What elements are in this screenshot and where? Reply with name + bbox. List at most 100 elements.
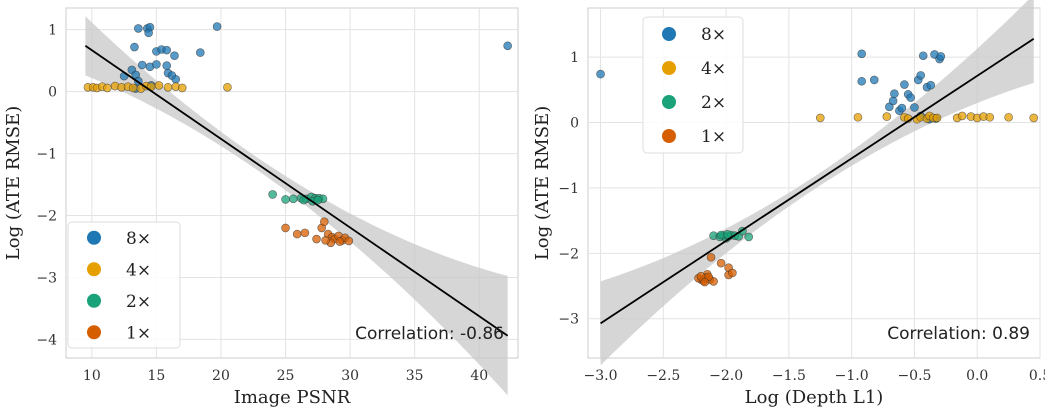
point-4x	[815, 113, 825, 123]
left-legend: 8× 4× 2× 1×	[67, 221, 181, 349]
point-8x	[137, 60, 147, 70]
point-1x	[300, 228, 310, 238]
legend-label-1x: 1×	[701, 127, 726, 147]
point-8x	[144, 28, 153, 38]
legend-marker-4x	[662, 61, 676, 75]
point-4x	[128, 83, 138, 93]
left-correlation-label: Correlation: -0.86	[355, 324, 504, 344]
point-1x	[728, 268, 737, 278]
point-8x	[869, 75, 879, 85]
x-tick-label: 30	[341, 368, 359, 384]
point-8x	[910, 103, 919, 112]
point-8x	[596, 69, 605, 79]
y-tick-label: 1	[570, 50, 579, 66]
point-1x	[706, 252, 716, 262]
point-4x	[985, 112, 995, 122]
point-4x	[103, 83, 112, 93]
point-1x	[344, 236, 354, 246]
y-tick-label: −3	[558, 312, 579, 328]
point-4x	[154, 81, 164, 90]
left-x-axis-label: Image PSNR	[234, 387, 351, 408]
point-8x	[888, 96, 898, 106]
x-tick-label: 15	[147, 368, 165, 384]
y-tick-label: −1	[558, 181, 579, 197]
point-1x	[281, 223, 290, 233]
legend-label-2x: 2×	[126, 292, 151, 312]
point-8x	[900, 80, 909, 89]
legend-marker-8x	[662, 27, 676, 41]
point-4x	[932, 113, 942, 123]
point-4x	[1004, 112, 1013, 122]
point-4x	[163, 82, 173, 92]
right-chart: −3.0 −2.5 −2.0 −1.5 −1.0 −0.5 0.0 0.5 −3 −2 −1 0 1 L…	[532, 0, 1045, 408]
left-y-axis-label: Log (ATE RMSE)	[3, 106, 24, 260]
x-tick-label: 20	[212, 368, 230, 384]
point-2x	[723, 230, 732, 239]
x-tick-label: 10	[83, 368, 101, 384]
y-tick-label: 0	[570, 115, 579, 131]
point-2x	[268, 190, 277, 199]
point-8x	[196, 48, 205, 57]
x-tick-label: −3.0	[584, 368, 618, 384]
legend-marker-2x	[662, 95, 676, 109]
legend-box	[642, 16, 744, 154]
x-tick-label: −1.5	[772, 368, 806, 384]
point-2x	[288, 194, 298, 204]
point-8x	[170, 51, 179, 60]
y-tick-label: 1	[48, 23, 57, 39]
legend-label-1x: 1×	[126, 323, 151, 343]
right-ticks: −3.0 −2.5 −2.0 −1.5 −1.0 −0.5 0.0 0.5 −3 −2 −1 0 1	[558, 50, 1045, 384]
point-4x	[223, 82, 232, 92]
left-band-shape	[85, 16, 508, 396]
point-8x	[916, 71, 926, 80]
point-1x	[335, 237, 345, 246]
x-tick-label: 40	[470, 368, 488, 384]
x-tick-label: −0.5	[897, 368, 931, 384]
legend-marker-2x	[87, 293, 101, 308]
left-fit-line	[84, 45, 509, 337]
point-8x	[918, 51, 928, 61]
legend-label-4x: 4×	[126, 260, 151, 280]
point-8x	[897, 103, 907, 113]
point-1x	[312, 234, 321, 244]
right-points	[596, 49, 1039, 287]
left-regression-line	[84, 45, 509, 337]
y-tick-label: −2	[558, 246, 579, 262]
point-8x	[212, 22, 222, 31]
right-fit-line	[600, 37, 1035, 325]
point-1x	[321, 236, 330, 245]
y-tick-label: 0	[48, 85, 57, 101]
legend-marker-8x	[87, 230, 101, 245]
point-4x	[957, 111, 967, 121]
point-8x	[162, 45, 172, 55]
legend-label-2x: 2×	[701, 93, 726, 113]
left-points	[83, 22, 512, 248]
x-tick-label: 0.5	[1029, 368, 1045, 384]
point-1x	[319, 217, 329, 227]
legend-label-8x: 8×	[701, 25, 726, 45]
point-4x	[1029, 113, 1039, 123]
right-legend: 8× 4× 2× 1×	[642, 16, 744, 154]
legend-label-8x: 8×	[126, 229, 151, 249]
legend-label-4x: 4×	[701, 59, 726, 79]
right-band-shape	[600, 0, 1034, 366]
legend-marker-1x	[662, 129, 676, 143]
point-8x	[152, 60, 161, 69]
point-8x	[906, 93, 915, 102]
point-2x	[744, 232, 754, 242]
point-8x	[162, 61, 172, 70]
right-correlation-label: Correlation: 0.89	[887, 324, 1030, 344]
y-tick-label: −3	[36, 270, 57, 286]
y-tick-label: −1	[36, 147, 57, 163]
point-8x	[503, 41, 512, 51]
point-1x	[292, 229, 302, 239]
x-tick-label: −1.0	[835, 368, 869, 384]
point-1x	[716, 258, 726, 268]
x-tick-label: 35	[406, 368, 424, 384]
legend-marker-1x	[87, 325, 101, 340]
left-chart: 10 15 20 25 30 35 40 −4 −3 −2 −1 0 1 Image PSNR Log …	[3, 7, 519, 408]
point-2x	[281, 195, 290, 204]
legend-box	[67, 221, 181, 349]
y-tick-label: −4	[36, 332, 57, 348]
